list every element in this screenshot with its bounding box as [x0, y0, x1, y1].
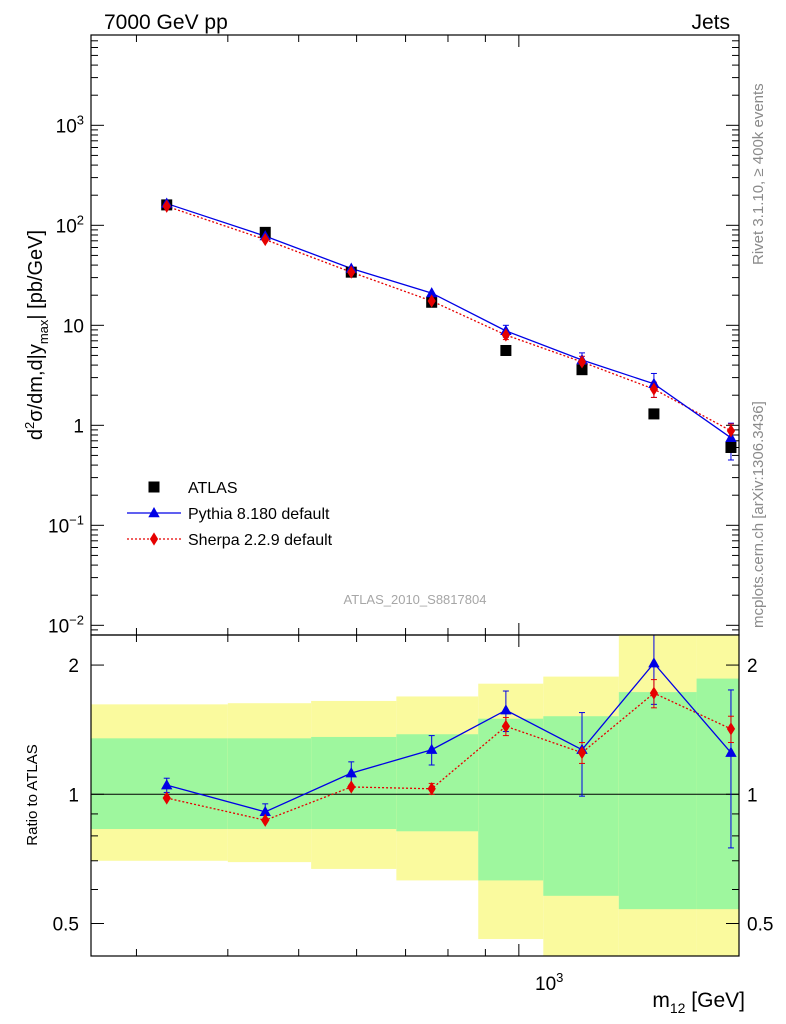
ratio-series — [161, 634, 737, 849]
legend-label: Sherpa 2.2.9 default — [188, 532, 333, 549]
x-tick-label-1000: 103 — [535, 970, 563, 995]
inner-uncertainty-band — [311, 736, 397, 830]
ratio-pythia-point — [259, 805, 271, 817]
ratio-pythia-point — [725, 746, 737, 757]
inner-uncertainty-band — [396, 734, 479, 832]
ratio-pythia-point — [161, 779, 173, 790]
ratio-sherpa-point — [261, 813, 270, 827]
ratio-pythia-point — [345, 767, 357, 778]
ratio-sherpa-point — [649, 686, 659, 700]
sherpa-point — [347, 265, 356, 279]
ratio-y-tick-label: 0.5 — [53, 914, 79, 935]
main-y-tick-labels: 10−2 10−1 1 10 102 103 — [48, 112, 84, 637]
main-y-axis-label: d2σ/dm,d|ymax| [pb/GeV] — [22, 230, 51, 440]
ratio-sherpa-line — [166, 692, 732, 821]
y-tick-label: 10−1 — [48, 512, 84, 537]
rivet-label: Rivet 3.1.10, ≥ 400k events — [750, 83, 767, 265]
legend-atlas-marker — [148, 481, 160, 493]
ratio-sherpa-point — [162, 791, 171, 805]
inner-uncertainty-band — [478, 718, 544, 881]
inner-uncertainty-band — [543, 716, 619, 896]
ratio-y-axis-label: Ratio to ATLAS — [24, 744, 41, 845]
x-axis-label: m12 [GeV] — [652, 989, 745, 1016]
sherpa-point — [501, 328, 511, 342]
ratio-y-tick-label-right: 1 — [747, 785, 758, 806]
legend-pythia-marker — [148, 507, 160, 518]
sherpa-point — [162, 199, 171, 213]
process-label: Jets — [691, 11, 730, 34]
y-tick-label: 1 — [73, 416, 84, 437]
ratio-sherpa-point — [347, 780, 356, 794]
ratio-y-tick-label-right: 0.5 — [747, 914, 773, 935]
atlas-point — [500, 344, 512, 356]
legend-sherpa-marker — [149, 532, 159, 546]
ratio-sherpa-point — [501, 719, 511, 733]
atlas-point — [576, 364, 588, 376]
sherpa-point — [577, 355, 587, 369]
sherpa-point — [261, 232, 270, 247]
sherpa-point — [427, 294, 436, 308]
ratio-sherpa-point — [577, 746, 587, 760]
y-tick-label: 103 — [56, 112, 84, 137]
ratio-y-tick-label-right: 2 — [747, 656, 758, 677]
ratio-pythia-point — [425, 743, 438, 754]
inner-uncertainty-band — [91, 738, 228, 830]
atlas-point — [648, 408, 660, 420]
ratio-y-tick-label: 1 — [68, 785, 79, 806]
ratio-bands — [91, 635, 739, 956]
main-series — [161, 197, 737, 461]
ratio-frame — [90, 634, 740, 957]
main-ticks — [91, 34, 740, 636]
ratio-sherpa-point — [427, 782, 436, 796]
ratio-y-tick-label: 2 — [68, 656, 79, 677]
inner-uncertainty-band — [618, 692, 697, 910]
legend-label: Pythia 8.180 default — [188, 506, 330, 523]
ratio-pythia-point — [648, 657, 660, 668]
y-tick-label: 10−2 — [48, 612, 84, 637]
main-panel: 10−2 10−1 1 10 102 103 ATLAS_2010_S8817804 d2… — [22, 34, 740, 637]
legend: ATLAS Pythia 8.180 default Sherpa 2.2.9 de… — [127, 480, 333, 549]
energy-label: 7000 GeV pp — [104, 11, 228, 34]
y-tick-label: 10 — [63, 316, 84, 337]
sherpa-point — [726, 424, 736, 438]
ratio-pythia-point — [500, 704, 512, 715]
mcplots-label: mcplots.cern.ch [arXiv:1306.3436] — [750, 401, 767, 628]
ratio-panel: 0.5 0.5 1 1 2 2 Ratio to ATLAS 103 m12 [GeV] — [24, 634, 774, 1016]
legend-label: ATLAS — [188, 480, 238, 497]
sherpa-point — [649, 382, 659, 396]
ratio-sherpa-point — [726, 722, 736, 736]
pythia-line — [166, 202, 732, 439]
ratio-pythia-line — [166, 662, 732, 813]
sherpa-line — [166, 205, 732, 432]
atlas-point — [725, 441, 737, 453]
pythia-point — [425, 287, 438, 298]
ratio-y-tick-labels: 0.5 0.5 1 1 2 2 — [53, 656, 774, 935]
analysis-watermark: ATLAS_2010_S8817804 — [344, 592, 487, 607]
y-tick-label: 102 — [56, 212, 84, 237]
